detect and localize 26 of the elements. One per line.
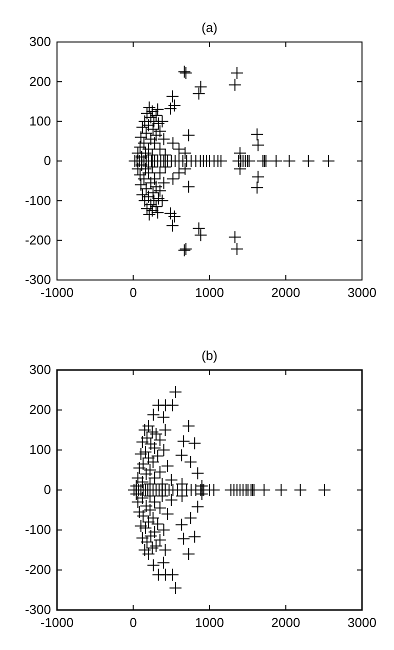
y-tick-label: 100 bbox=[29, 442, 51, 458]
x-tick-label: 0 bbox=[130, 285, 137, 300]
x-tick-label: -1000 bbox=[40, 615, 74, 630]
x-tick-label: 1000 bbox=[195, 285, 224, 300]
y-tick-label: -300 bbox=[24, 272, 51, 288]
chart-title: (b) bbox=[202, 348, 218, 363]
x-tick-label: 3000 bbox=[348, 615, 376, 630]
y-tick-label: 300 bbox=[29, 34, 51, 50]
x-tick-label: 2000 bbox=[271, 285, 300, 300]
x-tick-label: 3000 bbox=[348, 285, 376, 300]
y-tick-label: -300 bbox=[24, 602, 51, 618]
y-tick-label: 0 bbox=[44, 482, 51, 498]
y-tick-label: 100 bbox=[29, 113, 51, 128]
y-tick-label: 200 bbox=[29, 402, 51, 418]
y-tick-label: 0 bbox=[44, 153, 51, 168]
y-tick-label: 200 bbox=[29, 74, 51, 89]
y-tick-label: -100 bbox=[24, 522, 51, 538]
x-tick-label: -1000 bbox=[40, 285, 74, 300]
y-tick-label: 300 bbox=[29, 362, 51, 378]
y-tick-label: -200 bbox=[24, 232, 51, 248]
x-tick-label: 1000 bbox=[195, 615, 224, 630]
x-tick-label: 0 bbox=[130, 615, 137, 630]
y-tick-label: -200 bbox=[24, 562, 51, 578]
y-tick-label: -100 bbox=[24, 192, 51, 208]
x-tick-label: 2000 bbox=[271, 615, 300, 630]
chart-title: (a) bbox=[202, 20, 218, 35]
